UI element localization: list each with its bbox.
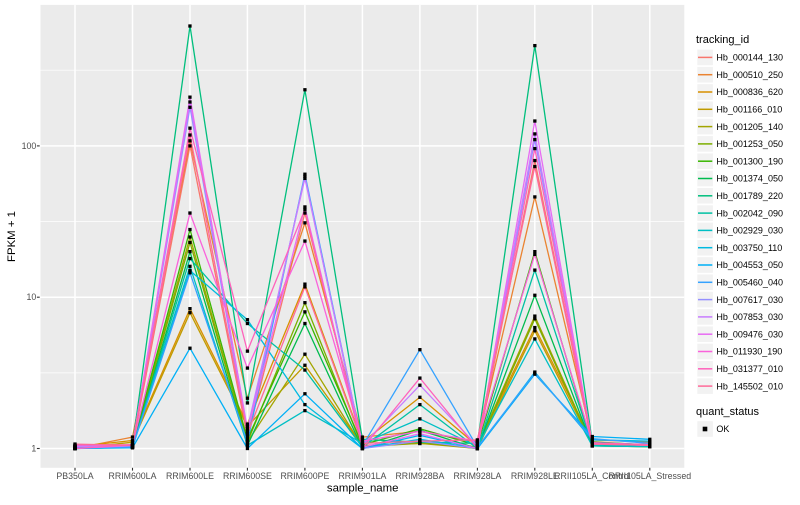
svg-text:Hb_145502_010: Hb_145502_010 xyxy=(716,381,783,391)
svg-text:RRIM600SE: RRIM600SE xyxy=(223,471,272,481)
svg-text:RRIM600LE: RRIM600LE xyxy=(166,471,214,481)
svg-text:RRIM928BA: RRIM928BA xyxy=(395,471,444,481)
svg-text:Hb_011930_190: Hb_011930_190 xyxy=(716,347,782,357)
svg-text:RRIM928LE: RRIM928LE xyxy=(511,471,559,481)
svg-text:Hb_002042_090: Hb_002042_090 xyxy=(716,208,783,218)
svg-text:RRIM928LA: RRIM928LA xyxy=(453,471,501,481)
svg-text:Hb_000836_620: Hb_000836_620 xyxy=(716,87,783,97)
svg-text:Hb_003750_110: Hb_003750_110 xyxy=(716,243,782,253)
svg-text:Hb_009476_030: Hb_009476_030 xyxy=(716,329,783,339)
svg-text:Hb_001374_050: Hb_001374_050 xyxy=(716,174,783,184)
svg-text:Hb_007617_030: Hb_007617_030 xyxy=(716,295,783,305)
svg-text:Hb_007853_030: Hb_007853_030 xyxy=(716,312,783,322)
svg-text:OK: OK xyxy=(716,424,729,434)
svg-text:Hb_001789_220: Hb_001789_220 xyxy=(716,191,783,201)
svg-text:100: 100 xyxy=(22,141,37,151)
svg-text:Hb_031377_010: Hb_031377_010 xyxy=(716,364,783,374)
svg-text:10: 10 xyxy=(27,292,37,302)
svg-text:Hb_000144_130: Hb_000144_130 xyxy=(716,53,783,63)
svg-text:Hb_002929_030: Hb_002929_030 xyxy=(716,226,783,236)
svg-text:quant_status: quant_status xyxy=(696,406,759,418)
svg-text:1: 1 xyxy=(31,444,36,454)
svg-text:FPKM + 1: FPKM + 1 xyxy=(6,211,18,262)
svg-text:Hb_004553_050: Hb_004553_050 xyxy=(716,260,783,270)
svg-text:Hb_001253_050: Hb_001253_050 xyxy=(716,139,783,149)
svg-text:Hb_000510_250: Hb_000510_250 xyxy=(716,70,783,80)
svg-text:Hb_001205_140: Hb_001205_140 xyxy=(716,122,783,132)
svg-text:RRII105LA_Stressed: RRII105LA_Stressed xyxy=(608,471,691,481)
svg-text:sample_name: sample_name xyxy=(327,483,399,495)
svg-text:Hb_001166_010: Hb_001166_010 xyxy=(716,105,782,115)
svg-text:PB350LA: PB350LA xyxy=(56,471,93,481)
svg-text:Hb_005460_040: Hb_005460_040 xyxy=(716,278,783,288)
svg-text:RRII105LA_Control: RRII105LA_Control xyxy=(554,471,630,481)
svg-text:tracking_id: tracking_id xyxy=(696,34,749,46)
svg-text:RRIM600PE: RRIM600PE xyxy=(280,471,329,481)
svg-text:RRIM600LA: RRIM600LA xyxy=(109,471,157,481)
svg-text:RRIM901LA: RRIM901LA xyxy=(338,471,386,481)
svg-text:Hb_001300_190: Hb_001300_190 xyxy=(716,156,783,166)
